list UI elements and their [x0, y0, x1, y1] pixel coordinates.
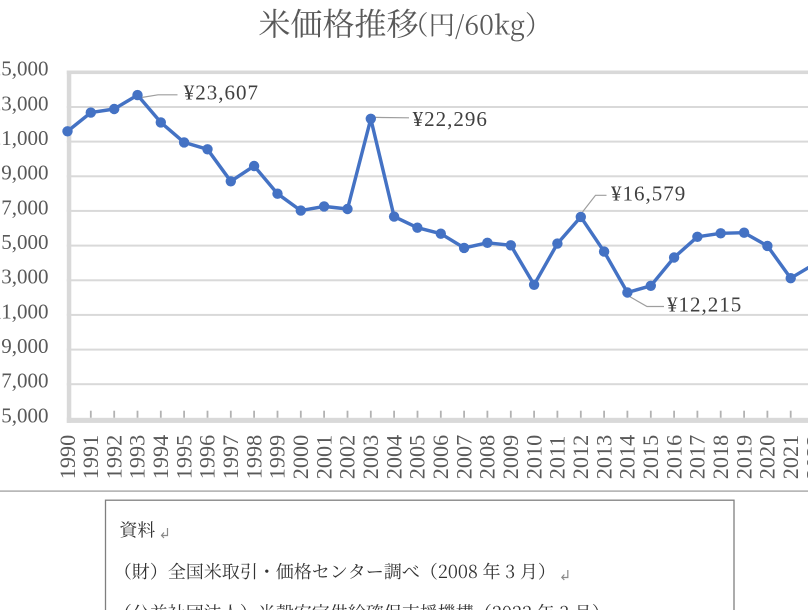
svg-text:1997: 1997: [218, 435, 243, 479]
svg-text:2017: 2017: [685, 435, 710, 479]
svg-text:2001: 2001: [311, 435, 336, 479]
svg-text:2003: 2003: [358, 435, 383, 479]
svg-text:2011: 2011: [545, 436, 570, 480]
svg-text:2010: 2010: [521, 435, 546, 479]
svg-text:2020: 2020: [755, 435, 780, 479]
svg-text:9,000: 9,000: [1, 334, 48, 358]
svg-text:1996: 1996: [195, 435, 220, 479]
svg-text:2019: 2019: [731, 435, 756, 479]
svg-text:2021: 2021: [778, 435, 803, 479]
svg-text:11,000: 11,000: [0, 299, 49, 323]
svg-text:2018: 2018: [708, 435, 733, 479]
svg-text:2009: 2009: [498, 435, 523, 479]
svg-text:1995: 1995: [171, 435, 196, 479]
svg-text:2007: 2007: [451, 435, 476, 479]
svg-text:13,000: 13,000: [0, 265, 49, 289]
svg-text:1993: 1993: [125, 435, 150, 479]
svg-text:2012: 2012: [568, 435, 593, 479]
svg-text:¥23,607: ¥23,607: [184, 81, 259, 105]
svg-text:1990: 1990: [55, 435, 80, 479]
svg-text:1991: 1991: [78, 435, 103, 479]
svg-text:21,000: 21,000: [0, 126, 49, 150]
svg-text:2008: 2008: [475, 435, 500, 479]
svg-text:2006: 2006: [428, 435, 453, 479]
svg-text:¥16,579: ¥16,579: [611, 181, 686, 205]
svg-text:¥12,215: ¥12,215: [667, 292, 742, 316]
svg-text:¥22,296: ¥22,296: [413, 107, 488, 131]
svg-text:2004: 2004: [381, 435, 406, 479]
svg-text:2014: 2014: [615, 435, 640, 479]
svg-text:2015: 2015: [638, 435, 663, 479]
svg-text:5,000: 5,000: [1, 403, 48, 427]
svg-text:1998: 1998: [241, 435, 266, 479]
svg-text:2013: 2013: [591, 435, 616, 479]
svg-text:1994: 1994: [148, 435, 173, 479]
svg-text:15,000: 15,000: [0, 230, 49, 254]
svg-text:2005: 2005: [405, 435, 430, 479]
svg-text:1999: 1999: [265, 435, 290, 479]
svg-text:19,000: 19,000: [0, 161, 49, 185]
svg-text:2002: 2002: [335, 435, 360, 479]
svg-text:25,000: 25,000: [0, 57, 49, 81]
svg-text:1992: 1992: [101, 435, 126, 479]
svg-text:2016: 2016: [661, 435, 686, 479]
svg-text:2022: 2022: [801, 435, 808, 479]
svg-text:23,000: 23,000: [0, 91, 49, 115]
svg-text:2000: 2000: [288, 435, 313, 479]
svg-text:17,000: 17,000: [0, 195, 49, 219]
svg-text:7,000: 7,000: [1, 369, 48, 393]
